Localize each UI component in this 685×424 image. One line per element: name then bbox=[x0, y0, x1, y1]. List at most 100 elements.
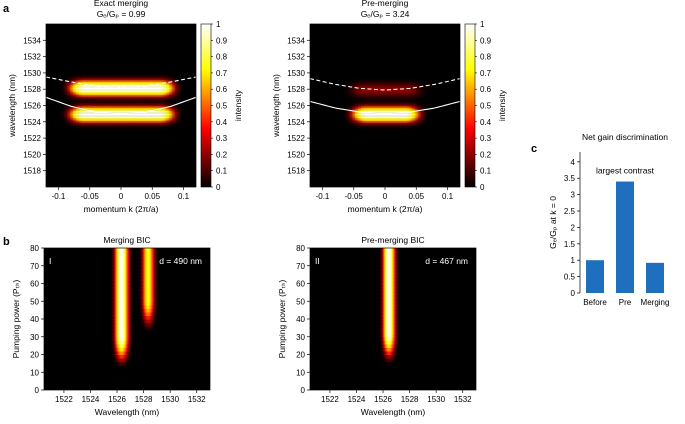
y-tick-label: 1526 bbox=[23, 102, 41, 111]
colorbar-tick-label: 0.1 bbox=[216, 167, 228, 176]
largest-contrast-annotation: largest contrast bbox=[596, 166, 655, 176]
x-tick-label: 1522 bbox=[321, 395, 339, 404]
x-tick-label: -0.05 bbox=[345, 192, 364, 201]
lasing-line-1 bbox=[378, 248, 401, 366]
y-tick-label: 1520 bbox=[287, 150, 305, 159]
y-tick-label: 60 bbox=[296, 280, 305, 289]
y-tick-label: 1524 bbox=[23, 118, 41, 127]
colorbar-tick-label: 0.5 bbox=[480, 102, 492, 111]
y-axis-label: Pumping power (Pₜₕ) bbox=[11, 279, 21, 358]
y-tick-label: 1528 bbox=[23, 85, 41, 94]
y-tick-label: 2.5 bbox=[564, 207, 576, 216]
panel-label-b: b bbox=[3, 236, 10, 248]
emission-spot-2 bbox=[343, 98, 429, 131]
y-tick-label: 30 bbox=[30, 333, 39, 342]
panel-label-a: a bbox=[3, 3, 10, 15]
colorbar-tick-label: 0.7 bbox=[216, 69, 228, 78]
emission-spot-2 bbox=[59, 98, 185, 131]
y-tick-label: 1 bbox=[571, 256, 576, 265]
x-tick-label: 1528 bbox=[401, 395, 419, 404]
chart-title: Exact merging bbox=[94, 0, 149, 8]
colorbar-tick-label: 0.7 bbox=[480, 69, 492, 78]
x-category-label: Before bbox=[583, 298, 607, 307]
x-axis-label: Wavelength (nm) bbox=[95, 407, 160, 417]
y-axis-label: Pumping power (Pₜₕ) bbox=[277, 279, 287, 358]
y-tick-label: 40 bbox=[30, 315, 39, 324]
x-tick-label: 0 bbox=[383, 192, 388, 201]
y-tick-label: 3.5 bbox=[564, 174, 576, 183]
x-tick-label: 0.05 bbox=[408, 192, 424, 201]
y-tick-label: 1520 bbox=[23, 150, 41, 159]
x-tick-label: 1524 bbox=[82, 395, 100, 404]
y-tick-label: 0.5 bbox=[564, 273, 576, 282]
colorbar-label: intensity bbox=[233, 89, 243, 121]
bar-before bbox=[586, 260, 604, 293]
colorbar-tick-label: 1 bbox=[480, 20, 485, 29]
colorbar-tick-label: 0.3 bbox=[480, 134, 492, 143]
x-tick-label: 1532 bbox=[188, 395, 206, 404]
band-dashed bbox=[45, 76, 197, 89]
bar-merging bbox=[646, 262, 664, 293]
chart-subtitle: Gₑ/Gₚ = 3.24 bbox=[361, 9, 410, 19]
colorbar-tick-label: 0.2 bbox=[216, 150, 228, 159]
band-solid bbox=[45, 96, 197, 115]
y-tick-label: 0 bbox=[301, 386, 306, 395]
y-tick-label: 1522 bbox=[287, 134, 305, 143]
y-tick-label: 1534 bbox=[287, 36, 305, 45]
x-tick-label: 1532 bbox=[454, 395, 472, 404]
thickness-annotation: d = 467 nm bbox=[425, 256, 468, 266]
colorbar-tick-label: 0.4 bbox=[216, 118, 228, 127]
colorbar-tick-label: 0.8 bbox=[216, 53, 228, 62]
y-axis-label: Gₑ/Gₚ at k = 0 bbox=[548, 196, 558, 249]
y-tick-label: 60 bbox=[30, 280, 39, 289]
x-tick-label: 1530 bbox=[161, 395, 179, 404]
y-tick-label: 3 bbox=[571, 191, 576, 200]
y-tick-label: 70 bbox=[30, 262, 39, 271]
colorbar-tick-label: 0.2 bbox=[480, 150, 492, 159]
y-axis-label: wavelength (nm) bbox=[271, 74, 281, 138]
colorbar-tick-label: 0.8 bbox=[480, 53, 492, 62]
x-tick-label: 0 bbox=[119, 192, 124, 201]
x-tick-label: 1522 bbox=[55, 395, 73, 404]
colorbar bbox=[464, 23, 476, 188]
chart-title: Net gain discrimination bbox=[582, 132, 668, 142]
y-tick-label: 1518 bbox=[23, 167, 41, 176]
lasing-line-2 bbox=[137, 248, 160, 334]
band-solid bbox=[309, 100, 461, 115]
y-tick-label: 1530 bbox=[23, 69, 41, 78]
y-tick-label: 10 bbox=[30, 368, 39, 377]
y-tick-label: 20 bbox=[30, 351, 39, 360]
panel-label-c: c bbox=[531, 143, 537, 155]
x-tick-label: 0.05 bbox=[144, 192, 160, 201]
y-tick-label: 1518 bbox=[287, 167, 305, 176]
band-dashed bbox=[309, 78, 461, 91]
y-tick-label: 1530 bbox=[287, 69, 305, 78]
spectrum-merging-bic: Merging BIC I d = 490 nm 1522 1524 1526 1528 15… bbox=[11, 235, 211, 417]
y-tick-label: 0 bbox=[35, 386, 40, 395]
y-tick-label: 2 bbox=[571, 223, 576, 232]
x-axis-label: momentum k (2π/a) bbox=[348, 204, 423, 214]
colorbar-tick-label: 0.5 bbox=[216, 102, 228, 111]
y-tick-label: 1522 bbox=[23, 134, 41, 143]
x-tick-label: 0.1 bbox=[442, 192, 454, 201]
colorbar-label: intensity bbox=[497, 89, 507, 121]
y-tick-label: 30 bbox=[296, 333, 305, 342]
lasing-line-1 bbox=[109, 248, 135, 370]
x-tick-label: 1526 bbox=[374, 395, 392, 404]
y-tick-label: 20 bbox=[296, 351, 305, 360]
y-tick-label: 1526 bbox=[287, 102, 305, 111]
y-tick-label: 1524 bbox=[287, 118, 305, 127]
emission-spot-1 bbox=[59, 72, 185, 105]
y-tick-label: 0 bbox=[571, 289, 576, 298]
colorbar-tick-label: 0.1 bbox=[480, 167, 492, 176]
x-axis-label: momentum k (2π/a) bbox=[84, 204, 159, 214]
y-tick-label: 80 bbox=[30, 244, 39, 253]
y-tick-label: 40 bbox=[296, 315, 305, 324]
bar-chart-net-gain: Net gain discrimination 0 0.5 1 1.5 2 2.5 3 3.5 4… bbox=[548, 132, 669, 307]
spectrum-pre-merging-bic: Pre-merging BIC II d = 467 nm 1522 1524 1526 1… bbox=[277, 235, 477, 417]
y-tick-label: 50 bbox=[296, 297, 305, 306]
colorbar bbox=[200, 23, 212, 188]
y-tick-label: 1.5 bbox=[564, 240, 576, 249]
